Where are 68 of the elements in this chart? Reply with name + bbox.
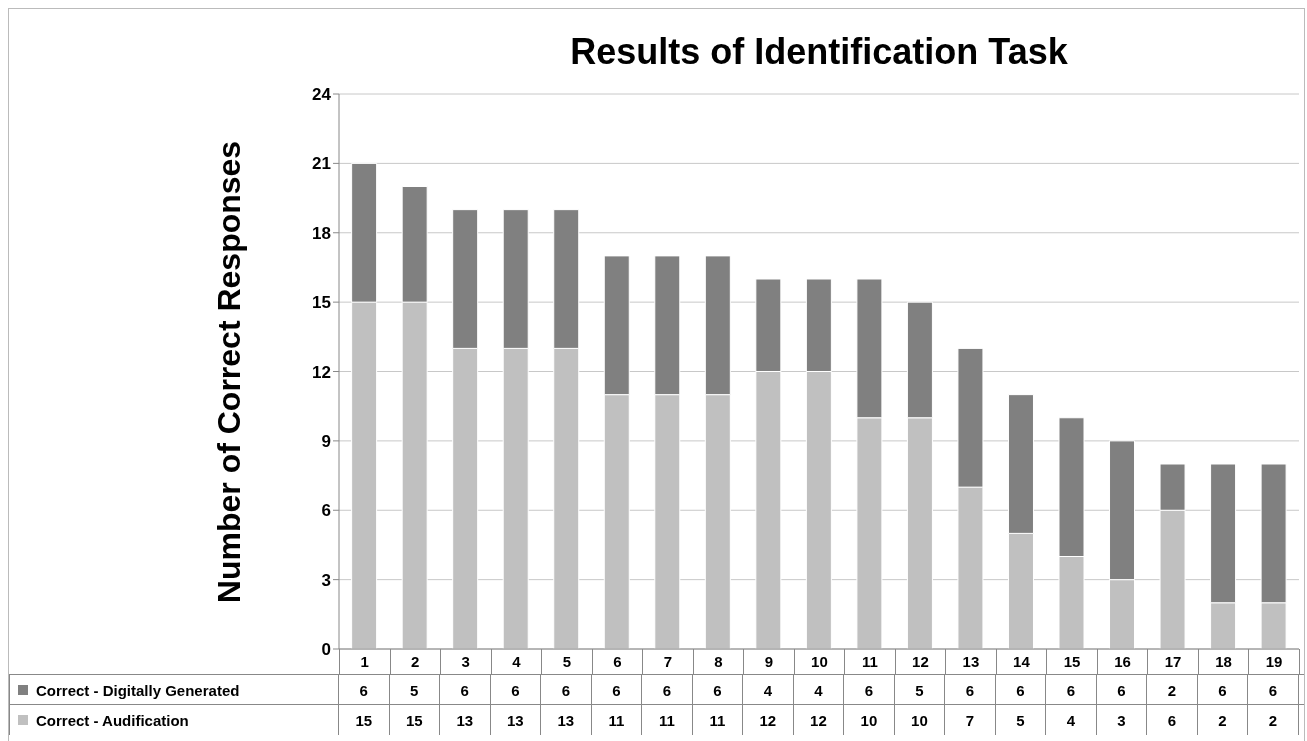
data-label: 6 [1248, 675, 1299, 705]
data-label: 6 [945, 675, 996, 705]
x-tick-label: 17 [1148, 649, 1199, 674]
x-tick-label: 8 [693, 649, 745, 674]
data-label: 13 [541, 705, 592, 735]
y-tick-label: 0 [321, 640, 331, 660]
data-label: 6 [1046, 675, 1097, 705]
data-label: 11 [642, 705, 693, 735]
y-tick-label: 12 [312, 362, 331, 382]
data-label: 2 [1147, 675, 1198, 705]
x-tick-label: 9 [744, 649, 795, 674]
data-label: 13 [490, 705, 542, 735]
x-tick-label: 4 [491, 649, 543, 674]
data-label: 4 [793, 675, 845, 705]
legend-label: Correct - Audification [36, 711, 189, 729]
data-label: 7 [945, 705, 996, 735]
data-label: 12 [793, 705, 845, 735]
data-label: 6 [1096, 675, 1148, 705]
y-tick-label: 9 [321, 431, 331, 451]
data-label: 4 [743, 675, 794, 705]
y-tick-label: 3 [321, 570, 331, 590]
data-label: 5 [995, 705, 1047, 735]
data-label: 6 [490, 675, 542, 705]
data-label: 6 [1147, 705, 1198, 735]
data-label: 4 [1046, 705, 1097, 735]
x-tick-label: 5 [542, 649, 593, 674]
x-tick-label: 19 [1249, 649, 1300, 674]
data-label: 12 [743, 705, 794, 735]
y-tick-label: 24 [312, 85, 332, 105]
data-label: 2 [1197, 705, 1249, 735]
x-tick-label: 11 [845, 649, 896, 674]
y-tick-label: 6 [321, 501, 331, 521]
data-label: 6 [541, 675, 592, 705]
x-tick-label: 7 [643, 649, 694, 674]
y-tick-label: 21 [312, 154, 331, 174]
x-tick-label: 2 [390, 649, 442, 674]
x-tick-label: 12 [895, 649, 947, 674]
x-tick-label: 16 [1097, 649, 1149, 674]
x-tick-label: 10 [794, 649, 846, 674]
x-tick-label: 6 [592, 649, 644, 674]
data-label: 5 [389, 675, 441, 705]
chart-title: Results of Identification Task [569, 31, 1069, 73]
data-label: 2 [1248, 705, 1299, 735]
x-tick-label: 18 [1198, 649, 1250, 674]
y-tick-label: 15 [312, 293, 331, 313]
data-label: 6 [1197, 675, 1249, 705]
data-label: 6 [591, 675, 643, 705]
data-label: 6 [995, 675, 1047, 705]
y-tick-label: 18 [312, 223, 331, 243]
data-label: 11 [692, 705, 744, 735]
x-tick-label: 13 [946, 649, 997, 674]
data-label: 10 [844, 705, 895, 735]
data-label: 6 [440, 675, 491, 705]
data-label: 6 [844, 675, 895, 705]
data-label: 11 [591, 705, 643, 735]
data-label: 13 [440, 705, 491, 735]
x-tick-label: 1 [340, 649, 391, 674]
data-label: 6 [642, 675, 693, 705]
legend-label: Correct - Digitally Generated [36, 681, 240, 699]
data-label: 3 [1096, 705, 1148, 735]
data-label: 15 [389, 705, 441, 735]
data-label: 6 [692, 675, 744, 705]
x-tick-label: 15 [1047, 649, 1098, 674]
x-tick-label: 14 [996, 649, 1048, 674]
y-axis-title: Number of Correct Responses [210, 140, 248, 603]
x-tick-label: 3 [441, 649, 492, 674]
data-label: 10 [894, 705, 946, 735]
data-label: 5 [894, 675, 946, 705]
